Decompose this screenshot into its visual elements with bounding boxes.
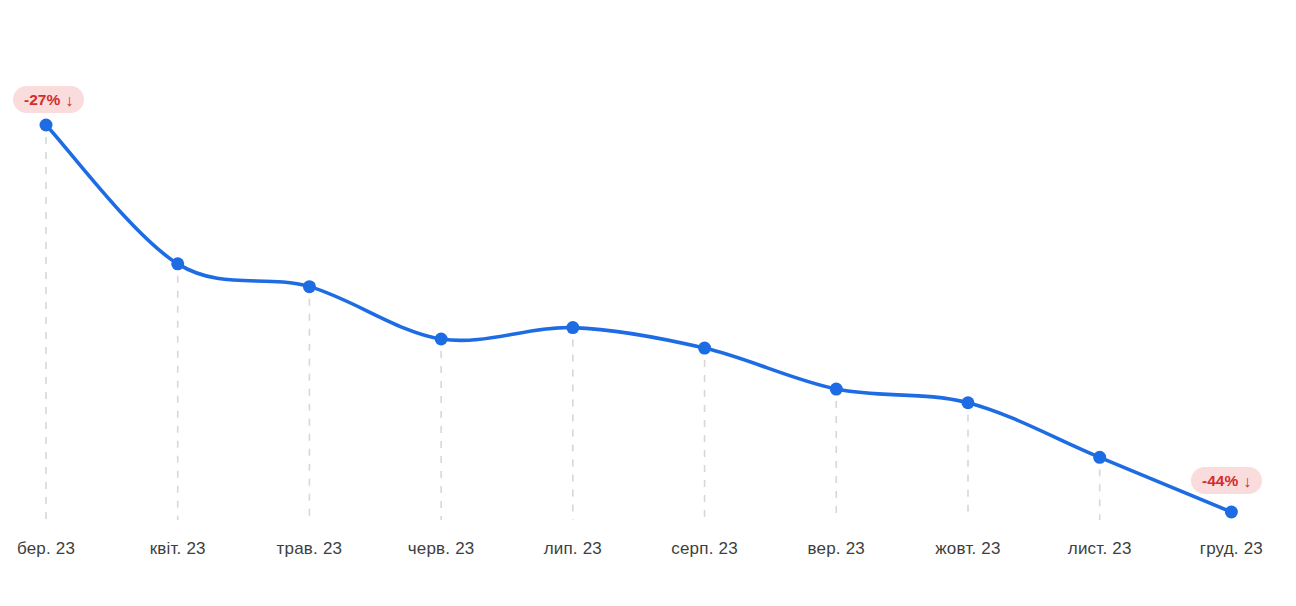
x-axis-label-6: вер. 23 (776, 539, 896, 559)
data-point-7[interactable] (961, 396, 974, 409)
data-point-4[interactable] (566, 321, 579, 334)
x-axis-label-2: трав. 23 (249, 539, 369, 559)
x-axis-label-1: квіт. 23 (118, 539, 238, 559)
arrow-down-icon: ↓ (65, 87, 73, 114)
data-point-6[interactable] (830, 383, 843, 396)
trend-line-chart (0, 0, 1296, 606)
data-point-5[interactable] (698, 342, 711, 355)
line-series (46, 125, 1231, 512)
data-point-0[interactable] (40, 119, 53, 132)
x-axis-label-4: лип. 23 (513, 539, 633, 559)
x-axis-label-7: жовт. 23 (908, 539, 1028, 559)
end-change-value: -44% (1202, 467, 1238, 494)
arrow-down-icon: ↓ (1243, 468, 1251, 495)
data-point-2[interactable] (303, 280, 316, 293)
data-point-9[interactable] (1225, 506, 1238, 519)
trend-chart: бер. 23 квіт. 23 трав. 23 черв. 23 лип. 23 се… (0, 0, 1296, 606)
end-change-badge: -44% ↓ (1191, 467, 1262, 494)
x-axis-label-8: лист. 23 (1040, 539, 1160, 559)
data-point-8[interactable] (1093, 451, 1106, 464)
x-axis-label-9: груд. 23 (1171, 539, 1291, 559)
x-axis-label-0: бер. 23 (0, 539, 106, 559)
data-point-3[interactable] (435, 332, 448, 345)
x-axis-label-5: серп. 23 (645, 539, 765, 559)
data-point-1[interactable] (171, 257, 184, 270)
x-axis-label-3: черв. 23 (381, 539, 501, 559)
start-change-badge: -27% ↓ (13, 86, 84, 113)
start-change-value: -27% (24, 86, 60, 113)
